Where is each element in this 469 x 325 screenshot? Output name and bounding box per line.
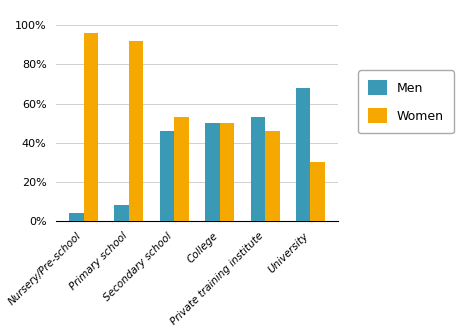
Legend: Men, Women: Men, Women bbox=[358, 70, 454, 133]
Bar bbox=[205, 123, 219, 221]
Bar bbox=[129, 41, 144, 221]
Bar bbox=[310, 162, 325, 221]
Bar bbox=[265, 131, 280, 221]
Bar bbox=[69, 213, 83, 221]
Bar bbox=[219, 123, 234, 221]
Bar bbox=[160, 131, 174, 221]
Bar bbox=[250, 117, 265, 221]
Bar bbox=[83, 33, 98, 221]
Bar bbox=[114, 205, 129, 221]
Bar bbox=[296, 88, 310, 221]
Bar bbox=[174, 117, 189, 221]
